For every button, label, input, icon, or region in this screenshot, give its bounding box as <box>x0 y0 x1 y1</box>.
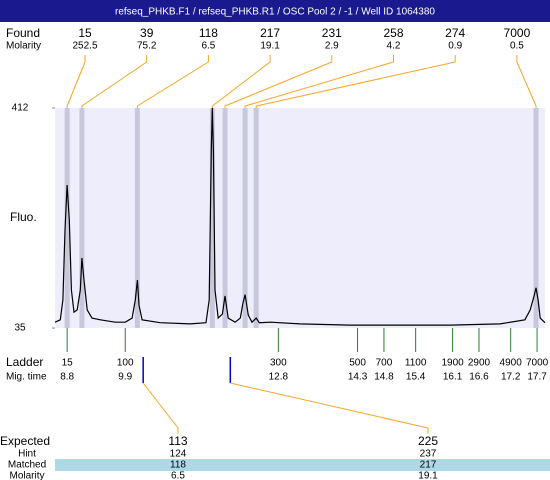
peak-band <box>222 108 228 328</box>
peak-band <box>79 108 85 328</box>
peak-connector <box>66 55 86 108</box>
mig-time-label: Mig. time <box>6 372 47 383</box>
ladder-time: 14.3 <box>348 372 368 383</box>
peak-band <box>533 108 539 328</box>
expected-size: 113 <box>168 434 187 448</box>
ladder-time: 9.9 <box>118 372 132 383</box>
ladder-size: 500 <box>349 358 366 369</box>
found-label: Found <box>6 26 40 40</box>
found-size: 274 <box>445 26 465 40</box>
found-molarity: 19.1 <box>260 41 280 52</box>
expected-connector <box>230 382 429 434</box>
found-molarity: 0.9 <box>448 41 462 52</box>
ladder-time: 16.6 <box>469 372 489 383</box>
peak-connector <box>81 55 148 108</box>
peak-band <box>242 108 248 328</box>
ladder-time: 14.8 <box>374 372 394 383</box>
peak-band <box>64 108 70 328</box>
plot-area <box>55 108 545 328</box>
molarity-label: Molarity <box>6 41 41 52</box>
hint-label: Hint <box>18 449 36 460</box>
found-size: 258 <box>383 26 403 40</box>
ladder-size: 1900 <box>441 358 464 369</box>
y-tick-label: 412 <box>12 103 29 114</box>
found-size: 15 <box>78 26 92 40</box>
ladder-size: 700 <box>376 358 393 369</box>
expected-molarity-label: Molarity <box>9 471 44 480</box>
matched-row-band <box>55 459 550 471</box>
found-size: 217 <box>260 26 280 40</box>
found-molarity: 75.2 <box>137 41 157 52</box>
found-size: 231 <box>322 26 342 40</box>
peak-connector <box>516 55 537 108</box>
peak-band <box>253 108 259 328</box>
title: refseq_PHKB.F1 / refseq_PHKB.R1 / OSC Po… <box>115 7 435 18</box>
expected-molarity: 6.5 <box>171 471 185 480</box>
expected-hint: 237 <box>420 449 437 460</box>
peak-connector <box>136 55 209 108</box>
found-size: 118 <box>199 26 218 40</box>
ladder-size: 4900 <box>500 358 523 369</box>
trace <box>54 107 546 326</box>
ladder-size: 300 <box>270 358 287 369</box>
ladder-time: 17.7 <box>527 372 547 383</box>
ladder-time: 8.8 <box>60 372 74 383</box>
peak-band <box>134 108 140 328</box>
peak-connector <box>255 55 456 108</box>
y-tick-label: 35 <box>14 323 26 334</box>
found-molarity: 6.5 <box>201 41 215 52</box>
peak-band <box>209 108 215 328</box>
ladder-label: Ladder <box>6 355 43 369</box>
expected-matched: 118 <box>170 460 186 471</box>
ladder-size: 15 <box>62 358 74 369</box>
peak-connector <box>211 55 271 108</box>
ladder-time: 12.8 <box>269 372 289 383</box>
expected-molarity: 19.1 <box>418 471 438 480</box>
expected-hint: 124 <box>170 449 187 460</box>
expected-connector <box>142 382 179 434</box>
found-molarity: 2.9 <box>325 41 339 52</box>
ladder-size: 7000 <box>526 358 549 369</box>
matched-label: Matched <box>8 460 46 471</box>
expected-label: Expected <box>0 434 50 448</box>
ladder-time: 17.2 <box>501 372 521 383</box>
peak-connector <box>244 55 394 108</box>
expected-matched: 217 <box>420 460 437 471</box>
ladder-size: 2900 <box>468 358 491 369</box>
found-size: 7000 <box>504 26 531 40</box>
found-molarity: 252.5 <box>72 41 97 52</box>
ladder-size: 1100 <box>405 358 427 369</box>
found-molarity: 4.2 <box>387 41 401 52</box>
ladder-size: 100 <box>117 358 134 369</box>
header-bar <box>0 0 550 22</box>
ladder-time: 16.1 <box>443 372 463 383</box>
found-molarity: 0.5 <box>510 41 524 52</box>
ladder-time: 15.4 <box>406 372 426 383</box>
peak-connector <box>224 55 333 108</box>
y-label: Fluo. <box>10 210 37 224</box>
expected-size: 225 <box>418 434 438 448</box>
found-size: 39 <box>140 26 154 40</box>
